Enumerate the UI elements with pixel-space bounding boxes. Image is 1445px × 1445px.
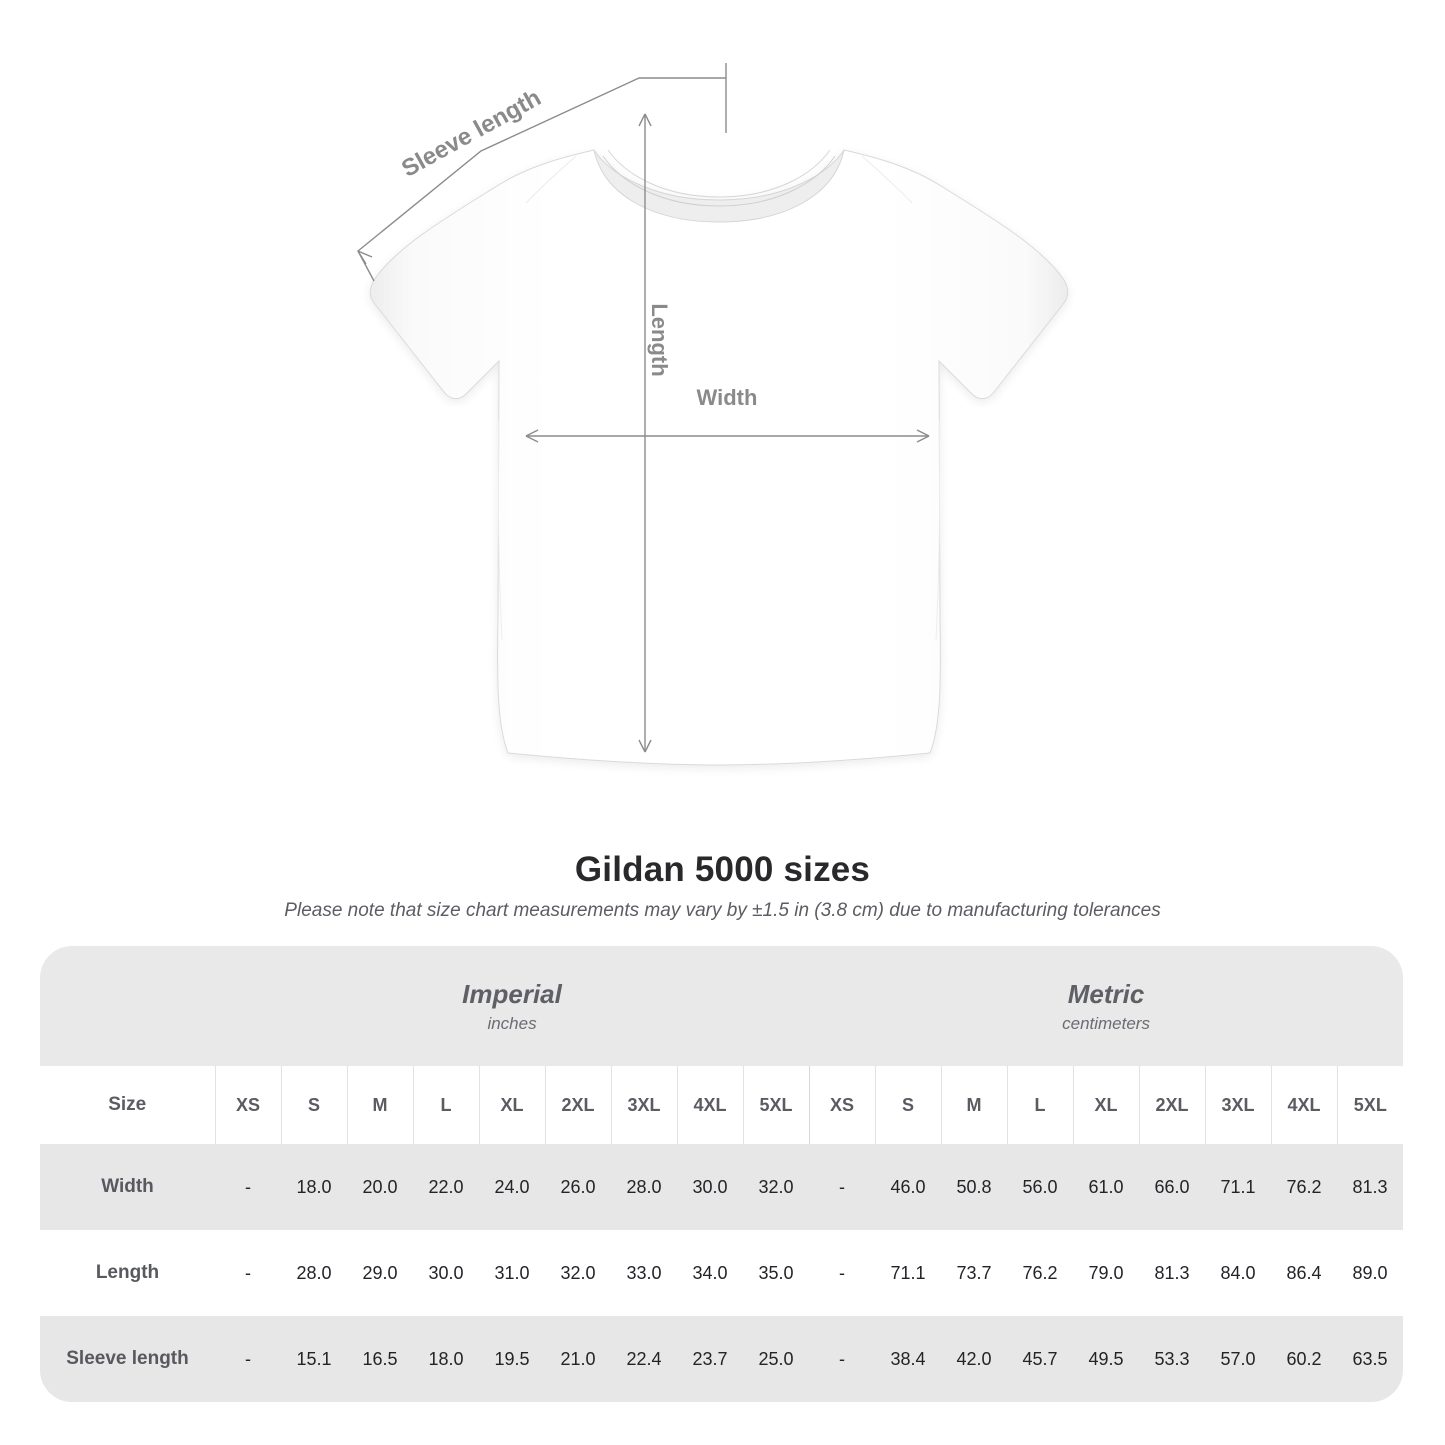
svg-text:Width: Width [697, 385, 758, 410]
svg-text:Sleeve length: Sleeve length [397, 84, 545, 183]
svg-text:Length: Length [647, 303, 672, 376]
